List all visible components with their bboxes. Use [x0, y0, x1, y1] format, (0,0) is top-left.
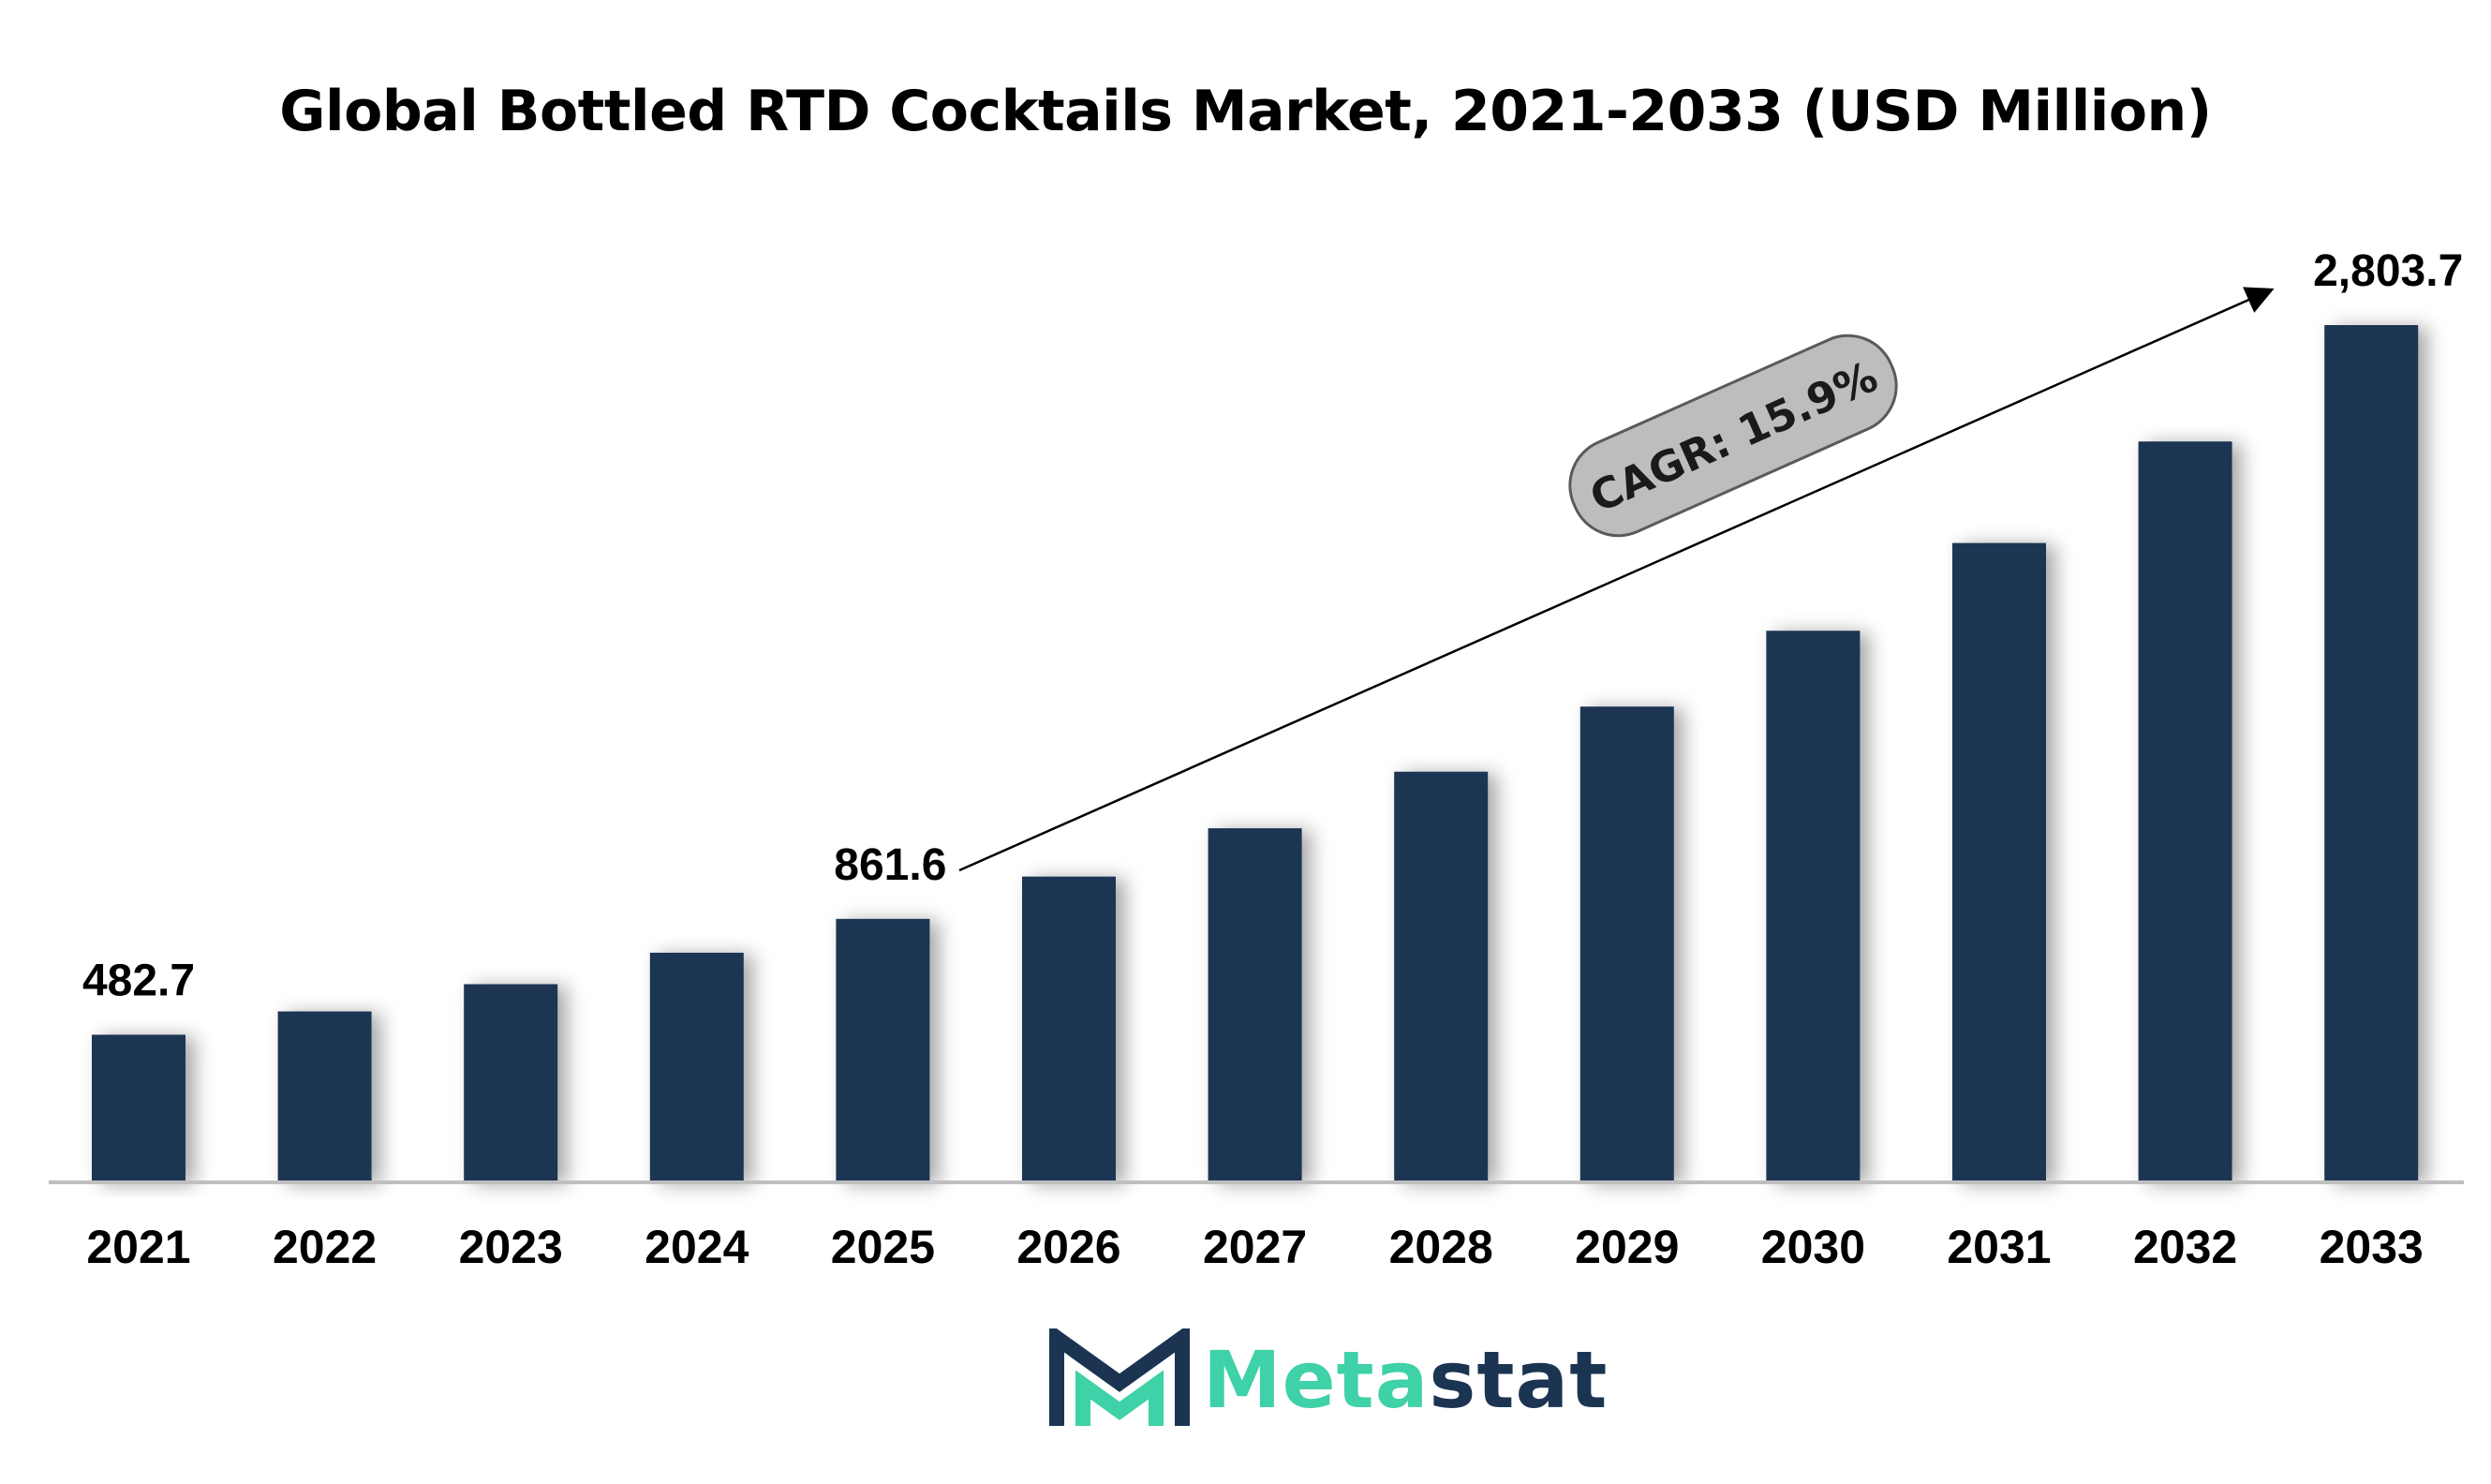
bar-2033	[2324, 325, 2419, 1182]
value-label-2021: 482.7	[82, 956, 195, 1005]
bar-2021	[92, 1034, 185, 1182]
value-labels: 482.7 861.6 2,803.7	[82, 246, 2463, 1005]
x-tick-label-2027: 2027	[1203, 1221, 1307, 1273]
x-tick-label-2028: 2028	[1389, 1221, 1493, 1273]
x-tick-label-2024: 2024	[645, 1221, 749, 1273]
bar-2023	[464, 984, 558, 1182]
metastat-logo: Metastat	[1049, 1328, 1608, 1432]
cagr-arrow	[958, 287, 2275, 872]
chart-title: Global Bottled RTD Cocktails Market, 202…	[279, 79, 2212, 144]
cagr-badge: CAGR: 15.9%	[1568, 334, 1898, 538]
x-tick-label-2032: 2032	[2133, 1221, 2237, 1273]
x-tick-label-2030: 2030	[1761, 1221, 1865, 1273]
bar-2028	[1394, 771, 1489, 1182]
logo-text-meta: Meta	[1203, 1334, 1430, 1426]
bar-2024	[649, 952, 744, 1182]
x-tick-label-2029: 2029	[1575, 1221, 1679, 1273]
bar-2027	[1208, 828, 1302, 1182]
bar-2031	[1952, 542, 2046, 1182]
x-tick-label-2033: 2033	[2320, 1221, 2424, 1273]
value-label-2033: 2,803.7	[2313, 246, 2463, 296]
value-label-2025: 861.6	[834, 840, 946, 890]
x-tick-label-2021: 2021	[86, 1221, 190, 1273]
logo-text-stat: stat	[1429, 1334, 1609, 1426]
bars-layer	[92, 325, 2419, 1182]
x-tick-labels: 2021 2022 2023 2024 2025 2026 2027 2028 2029 2030…	[86, 1221, 2423, 1273]
metastat-logo-icon	[1049, 1328, 1190, 1426]
x-tick-label-2026: 2026	[1016, 1221, 1120, 1273]
bar-2030	[1766, 631, 1861, 1182]
bar-2029	[1579, 706, 1674, 1182]
x-tick-label-2031: 2031	[1947, 1221, 2051, 1273]
metastat-logo-wordmark: Metastat	[1203, 1334, 1608, 1426]
bar-2032	[2138, 441, 2232, 1182]
bar-2026	[1022, 876, 1116, 1182]
x-tick-label-2022: 2022	[273, 1221, 377, 1273]
x-tick-label-2023: 2023	[459, 1221, 563, 1273]
x-tick-label-2025: 2025	[831, 1221, 935, 1273]
bar-2025	[836, 918, 930, 1182]
bar-2022	[277, 1011, 372, 1182]
